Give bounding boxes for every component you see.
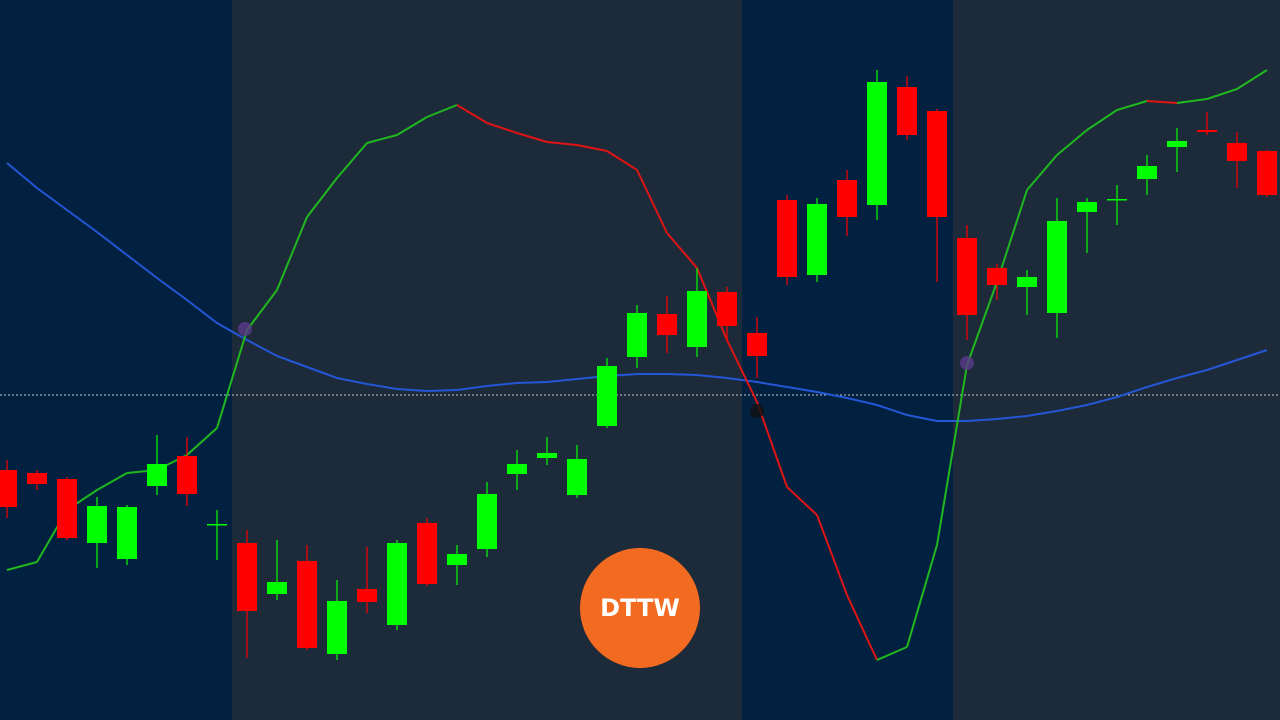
candle-body — [777, 200, 797, 277]
logo-text: DTTW — [600, 594, 680, 622]
oscillator-segment — [606, 150, 638, 171]
oscillator-segment — [936, 364, 968, 546]
candle-body — [1047, 221, 1067, 313]
oscillator-segment — [576, 144, 608, 152]
candle-body — [207, 524, 227, 526]
candle-body — [27, 473, 47, 484]
plot — [0, 69, 1280, 661]
candle-body — [1227, 143, 1247, 161]
session-band — [742, 0, 953, 720]
candle-body — [267, 582, 287, 594]
oscillator-segment — [1086, 109, 1118, 131]
oscillator-segment — [726, 339, 758, 403]
oscillator-segment — [456, 104, 488, 124]
oscillator-segment — [516, 132, 548, 143]
oscillator-segment — [216, 329, 248, 429]
candle-body — [1257, 151, 1277, 195]
oscillator-segment — [876, 646, 908, 661]
candle-body — [657, 314, 677, 335]
candle-body — [717, 292, 737, 326]
oscillator-segment — [666, 232, 698, 269]
candle-body — [477, 494, 497, 549]
oscillator-segment — [396, 116, 428, 136]
logo-circle — [580, 548, 700, 668]
candle-body — [237, 543, 257, 611]
candle-body — [1167, 141, 1187, 147]
candle-body — [147, 464, 167, 486]
oscillator-segment — [906, 544, 938, 648]
candle-body — [0, 470, 17, 507]
oscillator-segment — [696, 267, 728, 341]
candle-body — [1077, 202, 1097, 212]
candle-body — [837, 180, 857, 217]
oscillator-segment — [756, 401, 788, 488]
candle-body — [537, 453, 557, 458]
candle-body — [897, 87, 917, 135]
oscillator-segment — [186, 427, 218, 456]
oscillator-segment — [996, 189, 1028, 283]
oscillator-segment — [546, 141, 578, 146]
candle-body — [597, 366, 617, 426]
oscillator-segment — [1236, 69, 1268, 90]
candle-body — [1137, 166, 1157, 179]
candle-body — [57, 479, 77, 538]
oscillator-segment — [366, 134, 398, 144]
oscillator-segment — [786, 486, 818, 516]
candle-body — [987, 268, 1007, 285]
oscillator-segment — [636, 169, 668, 234]
candle-body — [927, 111, 947, 217]
candle-body — [957, 238, 977, 315]
candle-body — [417, 523, 437, 584]
logo: DTTW — [580, 548, 700, 668]
oscillator-segment — [1026, 154, 1058, 191]
candle-body — [867, 82, 887, 205]
candle-body — [567, 459, 587, 495]
candle-body — [1107, 199, 1127, 201]
oscillator-segment — [6, 561, 38, 571]
candle-body — [1197, 130, 1217, 132]
oscillator-segment — [96, 472, 128, 491]
candle-body — [687, 291, 707, 347]
candle-body — [357, 589, 377, 602]
cross-dot — [960, 356, 974, 370]
candle-body — [87, 506, 107, 543]
oscillator-segment — [846, 594, 878, 661]
oscillator-segment — [966, 281, 998, 366]
oscillator-segment — [486, 122, 518, 134]
oscillator-segment — [1056, 129, 1088, 156]
oscillator-segment — [816, 514, 848, 596]
candle-body — [297, 561, 317, 648]
candle-body — [177, 456, 197, 494]
oscillator-segment — [336, 142, 368, 179]
cross-dot — [238, 322, 252, 336]
candle-body — [1017, 277, 1037, 287]
candle-body — [747, 333, 767, 356]
candle-body — [627, 313, 647, 357]
oscillator-segment — [276, 216, 308, 291]
session-band — [0, 0, 232, 720]
moving-average-line — [6, 162, 1268, 422]
candle-body — [807, 204, 827, 275]
oscillator-segment — [1206, 88, 1238, 100]
candle-body — [507, 464, 527, 474]
candle-body — [447, 554, 467, 565]
candle-body — [327, 601, 347, 654]
oscillator-segment — [306, 177, 338, 218]
oscillator-segment — [246, 289, 278, 331]
candle-body — [117, 507, 137, 559]
candle-body — [387, 543, 407, 625]
cross-dot — [750, 404, 764, 418]
oscillator-segment — [1116, 100, 1148, 111]
oscillator-segment — [1146, 100, 1178, 104]
oscillator-segment — [426, 104, 458, 118]
oscillator-segment — [1176, 98, 1208, 104]
